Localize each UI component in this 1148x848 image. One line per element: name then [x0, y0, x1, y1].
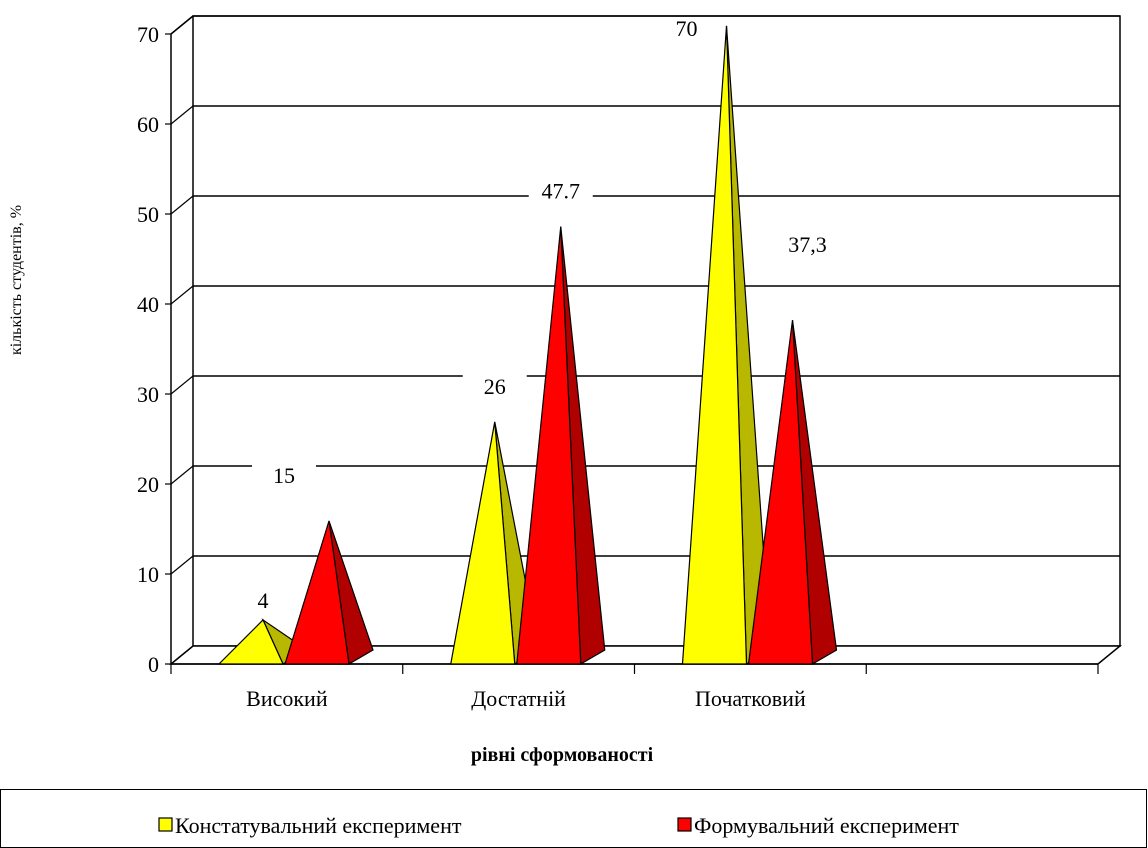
data-labels: 4 26 70 15 47.7 37,3	[252, 16, 827, 613]
y-tick-label: 40	[137, 292, 159, 317]
y-tick-label: 50	[137, 202, 159, 227]
gridline-side	[170, 555, 194, 575]
x-category-label: Високий	[246, 686, 328, 711]
y-tick-label: 70	[137, 22, 159, 47]
gridline-side	[170, 465, 194, 485]
y-tick-label: 60	[137, 112, 159, 137]
x-category-label: Достатній	[471, 686, 566, 711]
y-axis-title: кількість студентів, %	[8, 205, 25, 355]
y-tick-label: 20	[137, 472, 159, 497]
legend-swatch-series-2	[677, 817, 692, 832]
y-axis-top-edge	[170, 15, 194, 35]
data-label: 70	[676, 16, 698, 41]
x-category-label: Початковий	[695, 686, 806, 711]
pyramid	[516, 226, 582, 665]
gridline-side	[170, 285, 194, 305]
data-label: 26	[484, 374, 506, 399]
y-tick-labels: 0 10 20 30 40 50 60 70	[137, 22, 159, 677]
data-label: 37,3	[788, 232, 827, 257]
back-wall	[192, 15, 1121, 647]
data-label: 15	[273, 463, 295, 488]
legend-label-series-2: Формувальний експеримент	[694, 813, 959, 838]
data-label-bg	[528, 168, 593, 205]
gridline-side	[170, 105, 194, 125]
y-tick-label: 10	[137, 562, 159, 587]
y-tick-label: 0	[148, 652, 159, 677]
y-tick-label: 30	[137, 382, 159, 407]
data-label: 47.7	[542, 179, 581, 204]
legend-frame	[0, 789, 1147, 848]
pyramid	[681, 25, 748, 665]
legend: Констатувальний експеримент Формувальний…	[0, 789, 1147, 848]
pyramids	[217, 25, 838, 666]
gridline-side	[170, 645, 194, 665]
legend-swatch-series-1	[158, 817, 173, 832]
pyramid	[284, 520, 350, 665]
x-category-labels: Високий Достатній Початковий	[246, 686, 806, 711]
gridline-side	[170, 195, 194, 215]
data-label: 4	[258, 588, 269, 613]
data-label-bg	[252, 452, 316, 489]
pyramid	[217, 618, 284, 665]
legend-label-series-1: Констатувальний експеримент	[175, 813, 462, 838]
gridlines	[170, 15, 1120, 665]
gridline-side	[170, 375, 194, 395]
x-axis-title: рівні сформованості	[471, 744, 654, 766]
pyramid	[747, 320, 814, 665]
pyramid	[450, 421, 516, 665]
data-label-bg	[462, 363, 527, 400]
chart-walls	[168, 15, 1123, 665]
